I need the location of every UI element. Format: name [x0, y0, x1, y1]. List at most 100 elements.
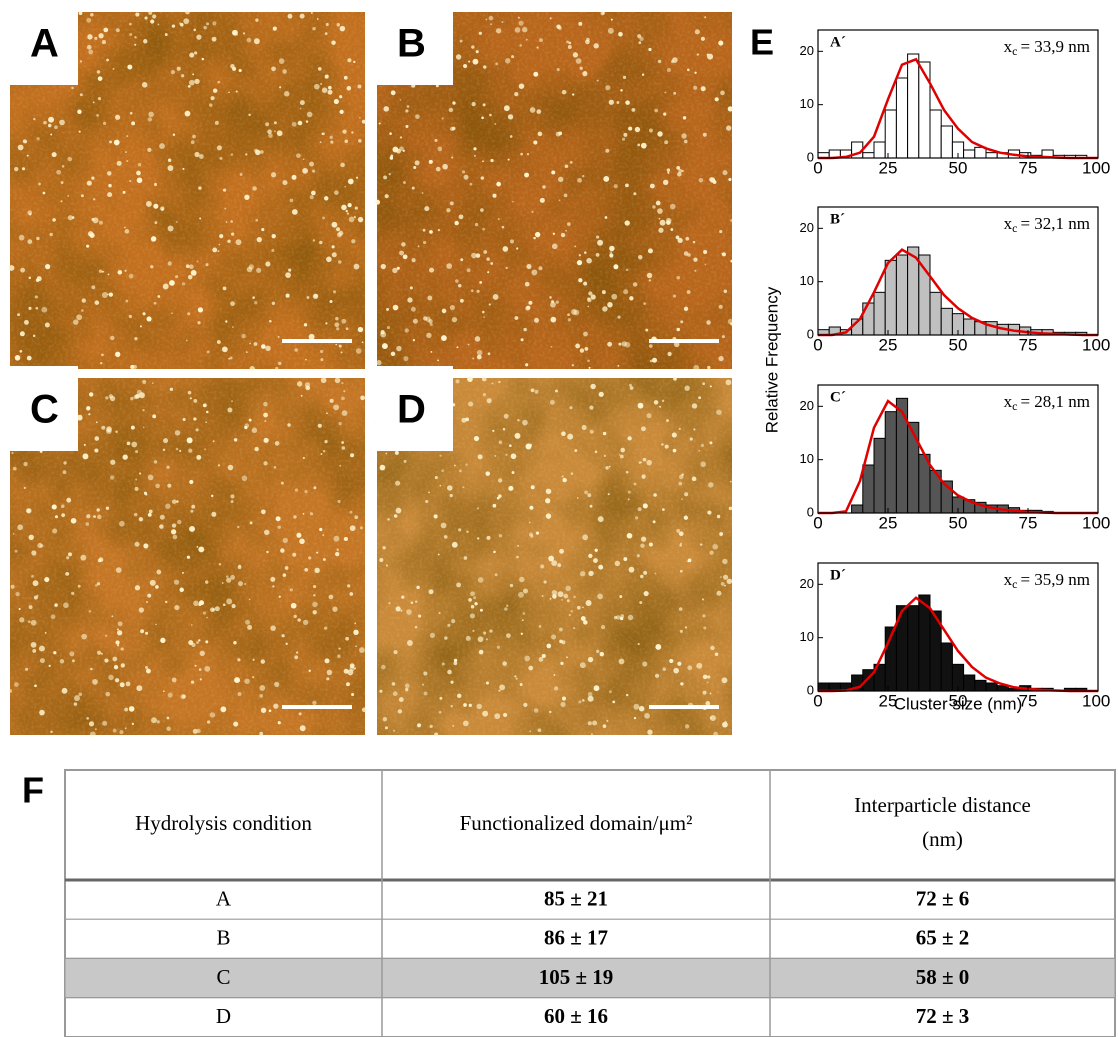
particle	[193, 600, 199, 607]
particle	[559, 548, 564, 554]
particle	[284, 566, 289, 570]
particle	[320, 453, 323, 455]
particle	[551, 589, 558, 596]
particle	[211, 511, 217, 517]
particle	[131, 441, 138, 448]
particle	[474, 336, 481, 342]
particle	[561, 640, 566, 645]
particle	[86, 244, 90, 248]
particle	[533, 317, 540, 323]
particle	[720, 90, 725, 96]
particle	[107, 273, 110, 276]
particle	[189, 397, 192, 400]
particle	[188, 79, 195, 86]
particle	[198, 154, 204, 159]
particle	[629, 296, 634, 301]
particle	[698, 449, 701, 452]
particle	[188, 448, 193, 453]
particle	[274, 441, 280, 446]
particle	[418, 614, 422, 618]
particle	[492, 503, 497, 508]
particle	[232, 326, 234, 328]
particle	[681, 169, 684, 173]
particle	[613, 184, 618, 189]
particle	[271, 66, 276, 72]
particle	[580, 616, 586, 621]
particle	[190, 509, 194, 513]
particle	[497, 478, 503, 483]
particle	[254, 148, 259, 153]
particle	[188, 640, 194, 646]
particle	[92, 679, 98, 685]
particle	[375, 199, 381, 205]
particle	[576, 497, 579, 499]
bar	[907, 53, 920, 159]
particle	[89, 232, 95, 238]
particle	[719, 532, 724, 536]
particle	[621, 137, 626, 141]
particle	[626, 471, 629, 474]
particle	[582, 174, 585, 178]
particle	[469, 182, 473, 186]
particle	[355, 645, 357, 648]
particle	[685, 236, 690, 241]
y-tick-label: 20	[800, 398, 814, 413]
particle	[379, 689, 383, 693]
y-tick-label: 0	[807, 326, 814, 341]
particle	[244, 678, 250, 685]
bar	[907, 421, 920, 514]
particle	[31, 575, 34, 578]
particle	[496, 496, 500, 500]
particle	[298, 712, 302, 716]
particle	[265, 261, 271, 267]
bar	[873, 437, 886, 514]
particle	[310, 11, 313, 15]
particle	[160, 637, 166, 644]
particle	[476, 349, 483, 356]
particle	[361, 707, 367, 713]
particle	[35, 278, 40, 282]
particle	[74, 695, 80, 702]
particle	[328, 594, 334, 600]
particle	[211, 607, 216, 612]
particle	[485, 638, 489, 641]
particle	[578, 278, 583, 283]
particle	[687, 560, 690, 563]
particle	[662, 667, 667, 671]
x-tick-label: 50	[949, 513, 968, 532]
particle	[465, 635, 471, 641]
particle	[152, 414, 157, 419]
particle	[442, 163, 448, 170]
annotation-text: = 33,9 nm	[1020, 37, 1090, 56]
particle	[94, 300, 100, 305]
particle	[558, 131, 563, 136]
particle	[662, 508, 665, 511]
particle	[61, 165, 65, 168]
particle	[242, 32, 246, 35]
particle	[277, 525, 281, 529]
particle	[190, 624, 193, 626]
particle	[437, 228, 441, 232]
particle	[447, 669, 452, 675]
particle	[643, 302, 646, 305]
particle	[54, 125, 58, 130]
particle	[477, 537, 480, 540]
particle	[682, 116, 687, 120]
particle	[496, 181, 501, 187]
particle	[567, 433, 574, 440]
particle	[113, 665, 119, 670]
particle	[720, 581, 725, 586]
particle	[274, 681, 280, 687]
particle	[190, 680, 195, 684]
particle	[720, 576, 722, 578]
particle	[166, 726, 171, 732]
particle	[404, 328, 409, 333]
particle	[567, 44, 572, 49]
particle	[517, 545, 519, 547]
particle	[533, 140, 538, 145]
particle	[541, 653, 546, 659]
particle	[341, 446, 346, 450]
particle	[570, 609, 573, 613]
particle	[103, 27, 109, 33]
particle	[693, 364, 700, 371]
